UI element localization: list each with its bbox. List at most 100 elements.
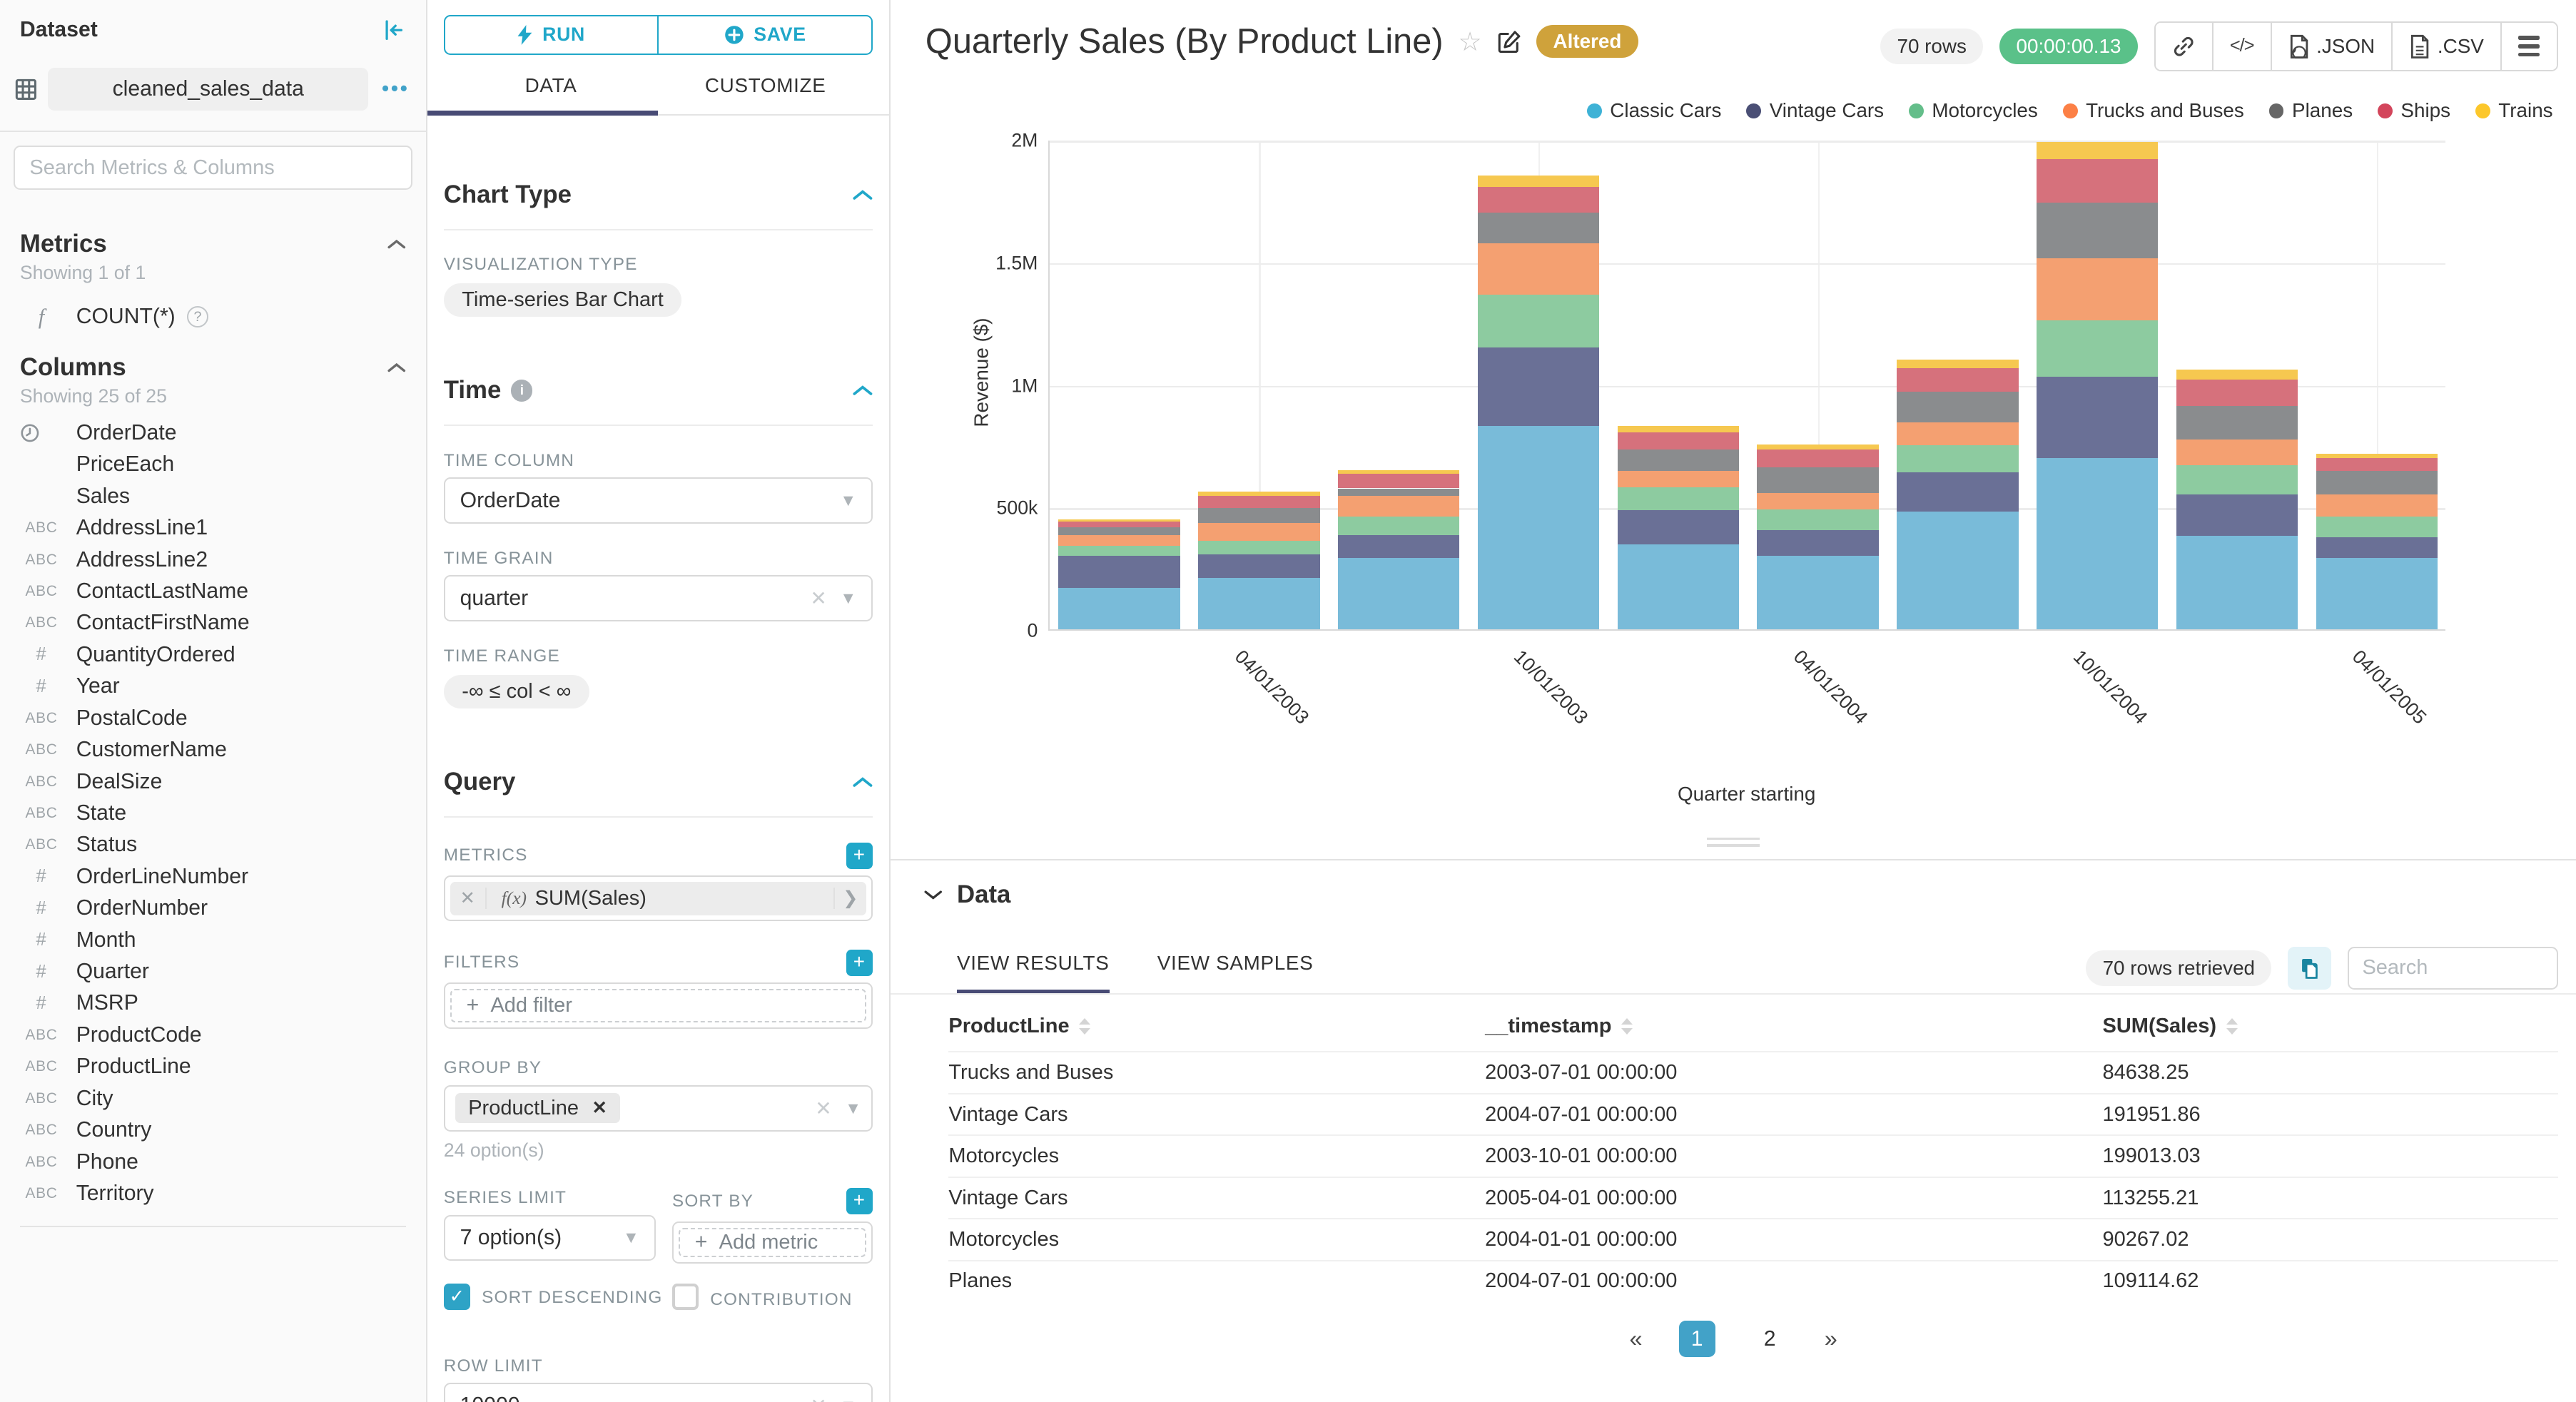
clear-icon[interactable]: ✕: [815, 1097, 832, 1119]
bar-segment-trucks-and-buses[interactable]: [1198, 522, 1320, 542]
bar-segment-trucks-and-buses[interactable]: [1058, 534, 1180, 547]
bar-segment-trucks-and-buses[interactable]: [1617, 471, 1739, 487]
bar-segment-trains[interactable]: [2176, 369, 2298, 380]
bar-segment-planes[interactable]: [2176, 406, 2298, 440]
column-item-productline[interactable]: ABC ProductLine: [0, 1051, 426, 1082]
bar-segment-planes[interactable]: [2037, 203, 2159, 258]
add-metric-button[interactable]: +: [846, 842, 873, 869]
legend-item-trucks-and-buses[interactable]: Trucks and Buses: [2062, 99, 2244, 122]
pagination-page-1[interactable]: 1: [1678, 1321, 1715, 1358]
bar-segment-classic-cars[interactable]: [2316, 558, 2438, 629]
legend-item-motorcycles[interactable]: Motorcycles: [1908, 99, 2038, 122]
bar-segment-ships[interactable]: [1337, 473, 1460, 489]
visualization-type-value[interactable]: Time-series Bar Chart: [443, 283, 682, 317]
table-row[interactable]: Motorcycles 2004-01-01 00:00:00 90267.02: [948, 1218, 2558, 1259]
bar-segment-trains[interactable]: [1477, 176, 1600, 188]
table-row[interactable]: Vintage Cars 2005-04-01 00:00:00 113255.21: [948, 1176, 2558, 1218]
column-item-city[interactable]: ABC City: [0, 1083, 426, 1114]
table-row[interactable]: Vintage Cars 2004-07-01 00:00:00 191951.86: [948, 1092, 2558, 1134]
menu-button[interactable]: [2500, 23, 2557, 70]
bar-segment-planes[interactable]: [1617, 449, 1739, 472]
bar-segment-vintage-cars[interactable]: [1897, 472, 2019, 512]
export-csv-button[interactable]: .CSV: [2391, 23, 2501, 70]
bar-segment-motorcycles[interactable]: [1337, 516, 1460, 535]
remove-tag-icon[interactable]: ✕: [592, 1098, 607, 1119]
chevron-up-icon[interactable]: [853, 384, 873, 397]
bar-segment-planes[interactable]: [1477, 213, 1600, 244]
sort-descending-checkbox[interactable]: ✓: [443, 1284, 470, 1311]
run-button[interactable]: RUN: [443, 14, 659, 55]
legend-item-planes[interactable]: Planes: [2268, 99, 2353, 122]
column-item-contactfirstname[interactable]: ABC ContactFirstName: [0, 607, 426, 639]
copy-data-button[interactable]: [2288, 946, 2331, 990]
clear-icon[interactable]: ✕: [810, 1394, 826, 1402]
export-json-button[interactable]: .JSON: [2270, 23, 2392, 70]
bar-segment-trucks-and-buses[interactable]: [2316, 494, 2438, 517]
column-item-orderlinenumber[interactable]: # OrderLineNumber: [0, 861, 426, 893]
search-metrics-columns-input[interactable]: [13, 145, 413, 191]
bar-segment-vintage-cars[interactable]: [1617, 510, 1739, 545]
column-item-country[interactable]: ABC Country: [0, 1114, 426, 1146]
column-item-phone[interactable]: ABC Phone: [0, 1146, 426, 1177]
bar-segment-vintage-cars[interactable]: [1477, 347, 1600, 426]
bar-segment-ships[interactable]: [2037, 158, 2159, 203]
metric-item[interactable]: f COUNT(*) ?: [0, 304, 426, 330]
bar-segment-ships[interactable]: [2316, 457, 2438, 472]
group-by-select[interactable]: ProductLine ✕ ✕ ▼: [443, 1084, 873, 1132]
bar-segment-trucks-and-buses[interactable]: [1337, 495, 1460, 517]
save-button[interactable]: SAVE: [657, 14, 873, 55]
pagination-page-2[interactable]: 2: [1763, 1326, 1776, 1351]
tab-data[interactable]: DATA: [524, 74, 577, 97]
table-row[interactable]: Planes 2004-07-01 00:00:00 109114.62: [948, 1259, 2558, 1301]
sort-icon[interactable]: [1079, 1018, 1091, 1035]
bar-segment-ships[interactable]: [1897, 368, 2019, 392]
column-item-postalcode[interactable]: ABC PostalCode: [0, 702, 426, 733]
bar-segment-classic-cars[interactable]: [1617, 544, 1739, 629]
bar-segment-classic-cars[interactable]: [2037, 457, 2159, 629]
bar-segment-classic-cars[interactable]: [1477, 425, 1600, 629]
bar-segment-trains[interactable]: [1617, 425, 1739, 432]
sort-icon[interactable]: [2226, 1018, 2238, 1035]
bar-segment-classic-cars[interactable]: [1897, 512, 2019, 629]
legend-item-trains[interactable]: Trains: [2475, 99, 2553, 122]
bar-segment-planes[interactable]: [2316, 471, 2438, 495]
bar-segment-trucks-and-buses[interactable]: [1757, 493, 1879, 509]
add-sort-metric-dropzone[interactable]: + Add metric: [678, 1227, 867, 1258]
bar-segment-vintage-cars[interactable]: [1058, 555, 1180, 588]
column-item-productcode[interactable]: ABC ProductCode: [0, 1020, 426, 1051]
dataset-name[interactable]: cleaned_sales_data: [48, 68, 369, 111]
column-item-state[interactable]: ABC State: [0, 798, 426, 829]
add-filter-button[interactable]: +: [846, 949, 873, 976]
bar-segment-classic-cars[interactable]: [1337, 558, 1460, 629]
pagination-next[interactable]: »: [1824, 1326, 1837, 1352]
bar-segment-motorcycles[interactable]: [1058, 546, 1180, 556]
bar-segment-classic-cars[interactable]: [2176, 536, 2298, 629]
bar-segment-ships[interactable]: [1757, 449, 1879, 468]
group-by-tag[interactable]: ProductLine ✕: [455, 1092, 621, 1124]
table-row[interactable]: Motorcycles 2003-10-01 00:00:00 199013.03: [948, 1134, 2558, 1176]
panel-resize-handle[interactable]: [1707, 837, 1760, 851]
row-limit-select[interactable]: 10000 ✕ ▼: [443, 1382, 873, 1402]
bar-segment-motorcycles[interactable]: [1757, 509, 1879, 530]
bar-segment-trucks-and-buses[interactable]: [1897, 422, 2019, 446]
chevron-up-icon[interactable]: [387, 361, 406, 375]
data-section-toggle[interactable]: Data: [924, 880, 1010, 909]
bar-segment-ships[interactable]: [1198, 495, 1320, 508]
favorite-star-icon[interactable]: ☆: [1458, 26, 1482, 56]
column-header--timestamp[interactable]: __timestamp: [1485, 1015, 2102, 1038]
bar-segment-motorcycles[interactable]: [2316, 517, 2438, 538]
column-item-msrp[interactable]: # MSRP: [0, 987, 426, 1019]
column-item-customername[interactable]: ABC CustomerName: [0, 734, 426, 766]
bar-segment-trains[interactable]: [1058, 519, 1180, 522]
pagination-prev[interactable]: «: [1629, 1326, 1643, 1352]
bar-segment-trains[interactable]: [1897, 359, 2019, 369]
bar-segment-vintage-cars[interactable]: [1757, 529, 1879, 556]
column-item-year[interactable]: # Year: [0, 671, 426, 702]
time-column-select[interactable]: OrderDate ▼: [443, 477, 873, 524]
bar-segment-motorcycles[interactable]: [1198, 541, 1320, 555]
bar-segment-trains[interactable]: [1337, 470, 1460, 474]
chevron-up-icon[interactable]: [853, 188, 873, 202]
contribution-checkbox[interactable]: [671, 1284, 699, 1311]
bar-segment-planes[interactable]: [1337, 488, 1460, 496]
edit-properties-icon[interactable]: [1497, 29, 1522, 54]
